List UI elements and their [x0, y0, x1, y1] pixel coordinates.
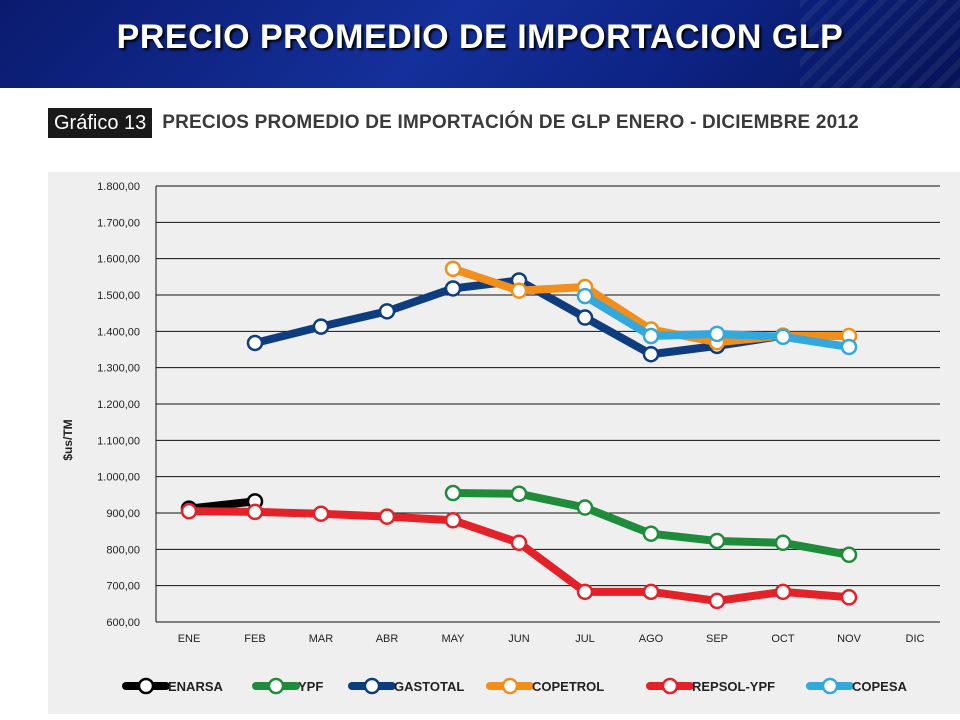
y-tick-labels: 600,00 700,00 800,00 900,00 1.000,00 1.100,00… [97, 181, 140, 629]
series-line-repsol-ypf [185, 507, 853, 605]
y-tick-label: 1.000,00 [97, 472, 140, 484]
legend: ENARSA YPF GASTOTAL COPETROL REPSOL-YPF COPES… [122, 677, 908, 695]
data-point-copesa [774, 328, 792, 346]
x-tick-label: SEP [706, 633, 728, 645]
figure-title: PRECIOS PROMEDIO DE IMPORTACIÓN DE GLP E… [162, 112, 859, 133]
data-point-gastotal [444, 280, 462, 297]
x-tick-labels: ENE FEB MAR ABR MAY JUN JUL AGO SEP OCT NOV DIC [178, 633, 925, 645]
legend-marker-enarsa [137, 677, 155, 695]
legend-label-copetrol: COPETROL [532, 679, 604, 694]
data-point-gastotal [378, 303, 396, 320]
data-point-copesa [708, 325, 726, 343]
legend-marker-ypf [267, 677, 285, 695]
y-tick-label: 600,00 [106, 617, 140, 629]
grid-lines [155, 185, 940, 623]
data-point-repsol-ypf [444, 512, 462, 529]
legend-marker-copetrol [501, 677, 519, 695]
data-point-ypf [444, 484, 462, 502]
legend-label-ypf: YPF [298, 679, 323, 694]
data-point-copesa [840, 338, 858, 356]
figure-label: Gráfico 13 [48, 108, 153, 138]
y-tick-label: 1.500,00 [97, 290, 140, 302]
data-point-repsol-ypf [576, 583, 594, 601]
data-point-copetrol [444, 260, 462, 278]
data-point-repsol-ypf [774, 583, 792, 601]
x-tick-label: AGO [639, 633, 664, 645]
y-tick-label: 1.300,00 [97, 363, 140, 375]
data-point-repsol-ypf [180, 502, 198, 520]
x-tick-label: NOV [837, 633, 862, 645]
line-chart: 600,00 700,00 800,00 900,00 1.000,00 1.100,00… [61, 181, 940, 695]
y-tick-label: 900,00 [106, 508, 140, 520]
x-tick-label: ENE [178, 633, 201, 645]
data-point-repsol-ypf [246, 503, 264, 521]
data-point-ypf [576, 499, 594, 516]
slide-title: PRECIO PROMEDIO DE IMPORTACION GLP [116, 18, 844, 56]
legend-label-copesa: COPESA [852, 679, 908, 694]
legend-label-enarsa: ENARSA [168, 679, 224, 694]
y-tick-label: 1.400,00 [97, 326, 140, 338]
y-tick-label: 700,00 [106, 581, 140, 593]
data-point-repsol-ypf [642, 583, 660, 601]
data-point-copesa [642, 327, 660, 345]
data-point-gastotal [246, 334, 264, 352]
x-tick-label: JUL [575, 633, 595, 645]
y-tick-label: 1.700,00 [97, 217, 140, 229]
data-point-ypf [774, 534, 792, 552]
x-tick-label: MAR [309, 633, 334, 645]
data-point-repsol-ypf [510, 534, 528, 552]
y-tick-label: 1.100,00 [97, 435, 140, 447]
x-tick-label: MAY [441, 633, 465, 645]
x-tick-label: OCT [771, 633, 795, 645]
data-point-gastotal [642, 345, 660, 363]
data-point-ypf [840, 546, 858, 564]
x-tick-label: FEB [244, 633, 265, 645]
legend-marker-repsol-ypf [661, 677, 679, 695]
data-point-repsol-ypf [708, 592, 726, 610]
data-point-repsol-ypf [312, 505, 330, 522]
y-tick-label: 800,00 [106, 544, 140, 556]
data-point-repsol-ypf [378, 508, 396, 525]
y-axis-label: $us/TM [61, 419, 75, 460]
data-point-copesa [576, 287, 594, 305]
chart-panel: 600,00 700,00 800,00 900,00 1.000,00 1.100,00… [48, 172, 960, 714]
y-tick-label: 1.800,00 [97, 181, 140, 193]
data-point-copetrol [510, 282, 528, 299]
legend-label-gastotal: GASTOTAL [394, 679, 464, 694]
data-point-gastotal [312, 318, 330, 335]
legend-label-repsol-ypf: REPSOL-YPF [692, 679, 775, 694]
title-banner: PRECIO PROMEDIO DE IMPORTACION GLP [0, 0, 960, 88]
legend-marker-copesa [821, 677, 839, 695]
legend-marker-gastotal [363, 677, 381, 695]
data-point-repsol-ypf [840, 589, 858, 606]
x-tick-label: ABR [376, 633, 399, 645]
y-tick-label: 1.200,00 [97, 399, 140, 411]
figure-caption: Gráfico 13 PRECIOS PROMEDIO DE IMPORTACI… [48, 108, 859, 138]
data-point-ypf [642, 525, 660, 542]
x-tick-label: JUN [508, 633, 529, 645]
x-tick-label: DIC [906, 633, 925, 645]
y-tick-label: 1.600,00 [97, 254, 140, 266]
banner-decoration [800, 0, 960, 88]
series-lines [180, 260, 858, 610]
data-point-ypf [510, 485, 528, 502]
data-point-ypf [708, 532, 726, 550]
data-point-gastotal [576, 309, 594, 326]
